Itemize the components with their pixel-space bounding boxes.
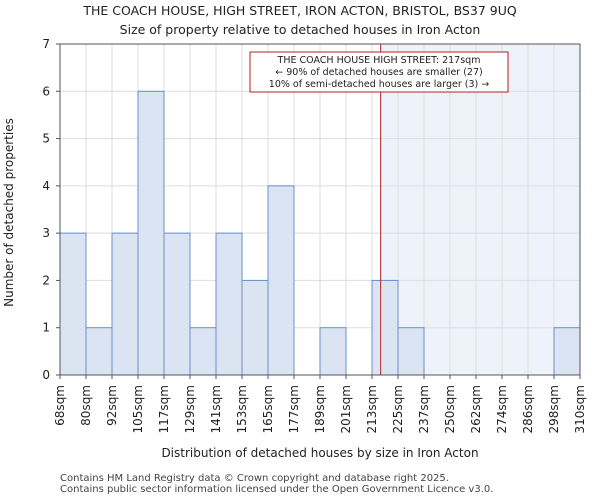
x-tick-label: 201sqm bbox=[339, 385, 353, 433]
x-tick-label: 177sqm bbox=[287, 385, 301, 433]
histogram-bar bbox=[397, 327, 425, 376]
y-tick-label: 4 bbox=[42, 179, 50, 193]
x-tick-label: 213sqm bbox=[365, 385, 379, 433]
y-tick-label: 6 bbox=[42, 84, 50, 98]
histogram-bar bbox=[59, 232, 87, 376]
x-tick-label: 189sqm bbox=[313, 385, 327, 433]
x-tick-label: 117sqm bbox=[157, 385, 171, 433]
y-tick-label: 0 bbox=[42, 368, 50, 382]
x-tick-label: 92sqm bbox=[105, 385, 119, 426]
annotation-line-1: THE COACH HOUSE HIGH STREET: 217sqm bbox=[277, 55, 481, 66]
x-tick-label: 274sqm bbox=[495, 385, 509, 433]
histogram-bar bbox=[163, 232, 191, 376]
footer-licence: Contains public sector information licen… bbox=[60, 484, 494, 495]
x-tick-label: 68sqm bbox=[53, 385, 67, 426]
x-tick-label: 141sqm bbox=[209, 385, 223, 433]
x-tick-label: 129sqm bbox=[183, 385, 197, 433]
histogram-bar bbox=[189, 327, 217, 376]
histogram-bar bbox=[241, 279, 269, 376]
chart-subtitle: Size of property relative to detached ho… bbox=[119, 22, 481, 37]
x-tick-label: 105sqm bbox=[131, 385, 145, 433]
histogram-bar bbox=[137, 90, 165, 376]
x-tick-label: 165sqm bbox=[261, 385, 275, 433]
histogram-bar bbox=[85, 327, 113, 376]
y-tick-label: 1 bbox=[42, 321, 50, 335]
larger-region-shading bbox=[380, 44, 580, 375]
x-tick-label: 225sqm bbox=[391, 385, 405, 433]
annotation-line-3: 10% of semi-detached houses are larger (… bbox=[269, 79, 489, 90]
annotation-line-2: ← 90% of detached houses are smaller (27… bbox=[275, 67, 482, 78]
x-tick-label: 262sqm bbox=[469, 385, 483, 433]
histogram-bar bbox=[319, 327, 347, 376]
x-tick-label: 298sqm bbox=[547, 385, 561, 433]
y-tick-label: 7 bbox=[42, 37, 50, 51]
x-axis-label: Distribution of detached houses by size … bbox=[161, 446, 478, 460]
histogram-bar bbox=[111, 232, 139, 376]
histogram-bar bbox=[267, 185, 295, 376]
histogram-bar bbox=[371, 279, 399, 376]
histogram-bar bbox=[553, 327, 581, 376]
x-tick-label: 237sqm bbox=[417, 385, 431, 433]
x-tick-label: 250sqm bbox=[443, 385, 457, 433]
x-tick-label: 153sqm bbox=[235, 385, 249, 433]
y-tick-label: 3 bbox=[42, 226, 50, 240]
y-tick-label: 2 bbox=[42, 273, 50, 287]
footer-copyright: Contains HM Land Registry data © Crown c… bbox=[60, 473, 449, 484]
histogram-bar bbox=[215, 232, 243, 376]
x-tick-label: 286sqm bbox=[521, 385, 535, 433]
x-tick-label: 310sqm bbox=[573, 385, 587, 433]
x-tick-label: 80sqm bbox=[79, 385, 93, 426]
annotation-box bbox=[249, 51, 509, 93]
chart-title: THE COACH HOUSE, HIGH STREET, IRON ACTON… bbox=[83, 3, 517, 18]
y-axis-label: Number of detached properties bbox=[2, 118, 16, 307]
y-tick-label: 5 bbox=[42, 132, 50, 146]
